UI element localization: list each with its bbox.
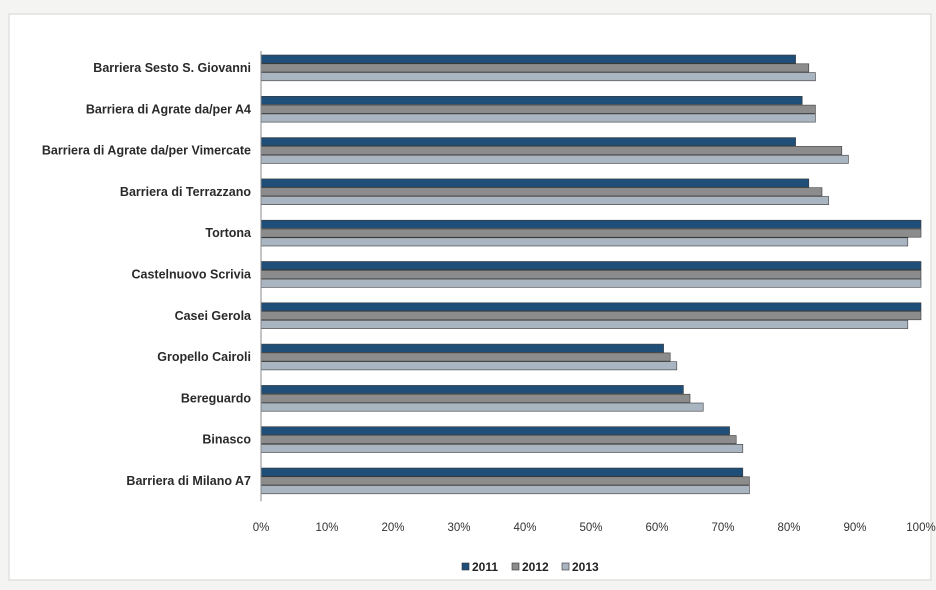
category-label: Barriera di Milano A7 <box>126 474 251 488</box>
x-tick-label: 80% <box>777 522 800 534</box>
bar-2011-2 <box>260 137 796 147</box>
bar-2013-10 <box>260 485 750 495</box>
bar-2011-9 <box>260 426 730 436</box>
x-tick-label: 0% <box>253 522 270 534</box>
x-tick-label: 70% <box>711 522 734 534</box>
bar-2011-6 <box>260 302 922 312</box>
bar-2013-3 <box>260 196 829 205</box>
category-label: Casei Gerola <box>175 309 252 323</box>
category-label: Barriera di Agrate da/per A4 <box>86 102 251 116</box>
category-label: Bereguardo <box>181 391 252 405</box>
category-label: Barriera di Terrazzano <box>120 185 251 199</box>
x-tick-label: 50% <box>579 522 602 534</box>
bar-2012-5 <box>260 269 922 279</box>
bar-2012-8 <box>260 393 691 403</box>
x-tick-labels: 0% 10% 20% 30% 40% 50% 60% 70% 80% 90% 100% <box>253 522 936 534</box>
x-tick-label: 90% <box>843 522 866 534</box>
category-label: Tortona <box>205 226 252 240</box>
bar-2013-9 <box>260 443 744 453</box>
bar-2013-0 <box>260 72 816 82</box>
category-label: Gropello Cairoli <box>157 350 251 364</box>
legend: 2011 2012 2013 <box>461 560 599 574</box>
bar-2012-0 <box>260 63 810 73</box>
bar-2011-8 <box>260 385 684 394</box>
category-label: Barriera di Agrate da/per Vimercate <box>42 144 251 158</box>
legend-swatch-2013 <box>561 562 570 571</box>
bar-2012-7 <box>260 352 671 362</box>
bar-2013-4 <box>260 237 909 247</box>
bar-2012-10 <box>260 476 750 486</box>
bar-2011-10 <box>260 467 744 477</box>
category-labels: Barriera Sesto S. Giovanni Barriera di Ag… <box>42 61 252 488</box>
bar-2012-2 <box>260 146 843 155</box>
category-label: Binasco <box>202 433 251 447</box>
bar-2011-3 <box>260 178 810 188</box>
bar-2013-6 <box>260 320 909 329</box>
bar-2011-7 <box>260 343 664 353</box>
bar-2011-0 <box>260 54 796 64</box>
x-tick-label: 60% <box>645 522 668 534</box>
category-label: Castelnuovo Scrivia <box>132 268 253 282</box>
x-tick-label: 30% <box>447 522 470 534</box>
x-tick-label: 40% <box>513 522 536 534</box>
bar-2013-8 <box>260 402 704 412</box>
bar-2013-1 <box>260 113 816 123</box>
bar-2013-5 <box>260 278 922 288</box>
bar-2012-1 <box>260 104 816 114</box>
bar-2011-5 <box>260 261 922 270</box>
x-tick-label: 20% <box>381 522 404 534</box>
category-label: Barriera Sesto S. Giovanni <box>93 61 251 75</box>
x-tick-label: 10% <box>315 522 338 534</box>
bars-layer <box>260 54 922 495</box>
legend-swatch-2012 <box>511 562 520 571</box>
bar-2012-3 <box>260 187 823 197</box>
x-tick-label: 100% <box>906 522 935 534</box>
legend-label-2011: 2011 <box>472 560 498 574</box>
legend-swatch-2011 <box>461 562 470 571</box>
bar-2013-7 <box>260 361 678 371</box>
bar-2011-1 <box>260 96 803 105</box>
legend-label-2013: 2013 <box>572 560 599 574</box>
legend-label-2012: 2012 <box>522 560 549 574</box>
bar-2013-2 <box>260 154 849 164</box>
bar-2011-4 <box>260 219 922 229</box>
bar-2012-4 <box>260 228 922 238</box>
bar-2012-6 <box>260 311 922 321</box>
bar-2012-9 <box>260 435 737 444</box>
